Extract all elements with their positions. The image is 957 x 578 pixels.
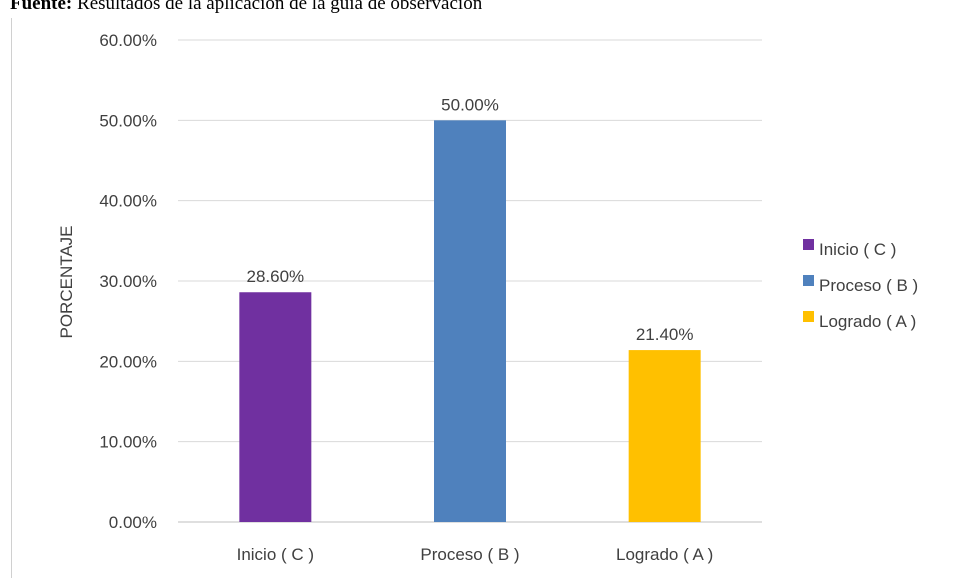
legend-label: Proceso ( B ) — [819, 276, 918, 295]
y-tick-label: 10.00% — [99, 433, 157, 452]
data-labels: 28.60% 50.00% 21.40% — [246, 95, 693, 344]
legend-label: Inicio ( C ) — [819, 240, 896, 259]
y-axis-title: PORCENTAJE — [57, 225, 76, 338]
legend-swatch — [803, 311, 814, 322]
data-label: 50.00% — [441, 95, 499, 114]
chart-source-caption: Fuente: Resultados de la aplicación de l… — [10, 0, 482, 15]
data-label: 28.60% — [246, 267, 304, 286]
source-text: Resultados de la aplicación de la guía d… — [77, 0, 483, 14]
legend-swatch — [803, 275, 814, 286]
y-tick-label: 20.00% — [99, 352, 157, 371]
y-tick-label: 0.00% — [109, 513, 157, 532]
y-tick-label: 30.00% — [99, 272, 157, 291]
y-tick-label: 40.00% — [99, 192, 157, 211]
x-tick-label: Inicio ( C ) — [237, 545, 314, 564]
source-label: Fuente: — [10, 0, 73, 14]
x-tick-label: Logrado ( A ) — [616, 545, 713, 564]
frame-border — [11, 18, 12, 578]
bar — [628, 350, 701, 522]
bar — [434, 120, 506, 522]
bar — [239, 292, 312, 522]
bars — [239, 120, 701, 522]
y-tick-label: 50.00% — [99, 111, 157, 130]
legend: Inicio ( C ) Proceso ( B ) Logrado ( A ) — [803, 239, 918, 331]
legend-swatch — [803, 239, 814, 250]
legend-label: Logrado ( A ) — [819, 312, 916, 331]
x-axis-ticks: Inicio ( C ) Proceso ( B ) Logrado ( A ) — [237, 545, 714, 564]
x-tick-label: Proceso ( B ) — [420, 545, 519, 564]
data-label: 21.40% — [636, 325, 694, 344]
y-tick-label: 60.00% — [99, 31, 157, 50]
y-axis-ticks: 0.00% 10.00% 20.00% 30.00% 40.00% 50.00% 60.00… — [99, 31, 157, 532]
